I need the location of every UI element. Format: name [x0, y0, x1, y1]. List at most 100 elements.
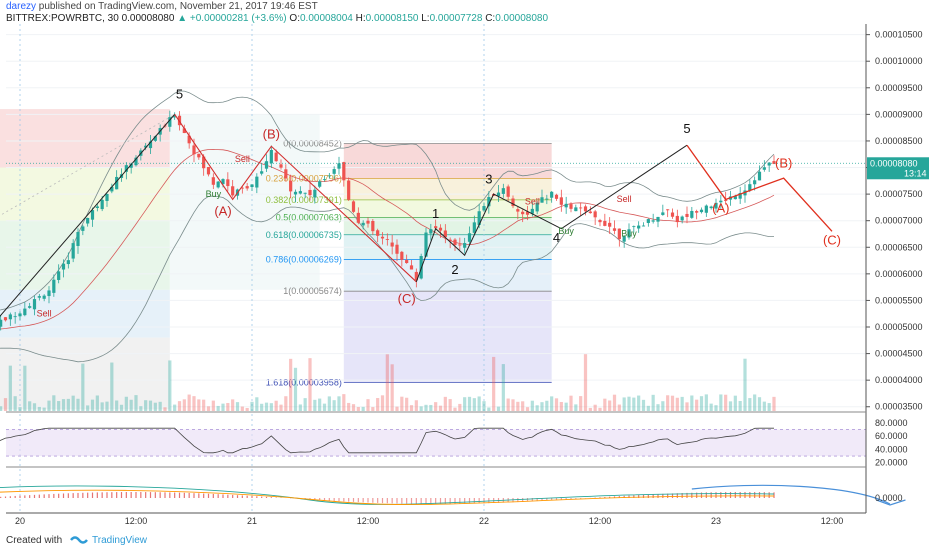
volume-bar — [617, 404, 621, 411]
volume-bar — [743, 358, 747, 411]
volume-bar — [129, 399, 133, 411]
macd-histogram-bar — [705, 492, 707, 498]
price-tick-label: 0.00006000 — [875, 269, 923, 279]
volume-bar — [13, 396, 17, 411]
volume-bar — [255, 397, 259, 411]
candle-body — [221, 179, 225, 185]
fib-label: 0.5(0.00007063) — [276, 212, 342, 222]
tradingview-brand[interactable]: TradingView — [92, 535, 148, 546]
macd-histogram-bar — [415, 498, 417, 504]
candle-body — [516, 209, 520, 212]
macd-histogram-bar — [609, 496, 611, 498]
volume-bar — [274, 400, 278, 411]
volume-bar — [583, 354, 588, 411]
macd-histogram-bar — [357, 498, 359, 503]
macd-histogram-bar — [410, 498, 413, 504]
time-tick-label: 12:00 — [589, 516, 612, 526]
macd-histogram-bar — [140, 492, 142, 498]
fib-band — [343, 291, 552, 383]
last-price-label: 0.00008080 — [870, 158, 918, 168]
macd-histogram-bar — [38, 494, 40, 498]
candle-body — [675, 215, 679, 223]
macd-histogram-bar — [647, 494, 649, 498]
candle-body — [129, 163, 133, 168]
macd-histogram-bar — [227, 494, 229, 498]
rsi-tick-label: 60.0000 — [875, 431, 908, 441]
volume-bar — [197, 399, 201, 411]
volume-bar — [637, 395, 641, 411]
volume-bar — [37, 406, 41, 411]
price-tick-label: 0.00004000 — [875, 375, 923, 385]
macd-histogram-bar — [319, 498, 321, 501]
volume-bar — [748, 398, 752, 411]
volume-bar — [361, 406, 365, 411]
price-tick-label: 0.00010500 — [875, 30, 923, 40]
candle-body — [656, 216, 660, 222]
candle-body — [52, 279, 56, 293]
volume-bar — [168, 360, 172, 411]
signal-label: Sell — [37, 308, 52, 318]
candle-body — [76, 232, 80, 246]
candle-body — [177, 115, 182, 126]
volume-bar — [119, 404, 124, 411]
candle-body — [535, 202, 539, 212]
candle-body — [564, 203, 568, 208]
macd-histogram-bar — [149, 492, 152, 498]
candle-body — [110, 186, 114, 192]
candle-body — [57, 271, 61, 280]
candle-body — [767, 162, 771, 166]
macd-histogram-bar — [198, 493, 200, 498]
candle-body — [593, 211, 597, 218]
macd-histogram-bar — [749, 492, 751, 498]
macd-histogram-bar — [488, 498, 490, 504]
macd-histogram-bar — [546, 498, 548, 501]
macd-histogram-bar — [91, 492, 94, 498]
volume-bar — [385, 354, 389, 411]
volume-bar — [477, 396, 481, 411]
macd-histogram-bar — [4, 496, 7, 498]
candle-body — [651, 220, 655, 222]
candle-body — [32, 299, 37, 310]
macd-histogram-bar — [246, 495, 248, 498]
candle-body — [361, 222, 365, 226]
macd-histogram-bar — [686, 492, 688, 498]
volume-bar — [414, 400, 418, 411]
volume-bar — [564, 402, 568, 411]
fib-band — [343, 259, 552, 292]
price-tick-label: 0.00005000 — [875, 322, 923, 332]
macd-histogram-bar — [314, 498, 316, 500]
candle-body — [477, 211, 481, 225]
macd-histogram-bar — [130, 492, 132, 498]
macd-histogram-bar — [700, 492, 703, 498]
candle-body — [429, 229, 433, 234]
volume-bar — [409, 405, 414, 411]
macd-histogram-bar — [116, 492, 118, 498]
candle-body — [303, 192, 307, 194]
candle-body — [772, 161, 776, 164]
macd-histogram-bar — [377, 498, 379, 503]
candle-body — [632, 226, 636, 228]
volume-bar — [66, 398, 70, 411]
wave-label: 3 — [485, 171, 492, 186]
candle-body — [289, 180, 293, 192]
candle-body — [144, 145, 148, 148]
author-name[interactable]: darezy — [6, 1, 37, 12]
price-tick-label: 0.00003500 — [875, 402, 923, 412]
candle-body — [738, 193, 742, 199]
volume-bar — [733, 395, 737, 411]
volume-bar — [61, 399, 66, 411]
bar-countdown-label: 13:14 — [904, 168, 927, 178]
chart-area[interactable]: 0(0.00008452) 0.236(0.00007796) 0.382(0.00… — [0, 0, 932, 531]
forecast-arrow — [691, 484, 891, 505]
candle-body — [637, 225, 641, 229]
volume-bar — [206, 406, 211, 411]
candle-body — [3, 317, 8, 321]
candle-body — [472, 222, 476, 233]
candle-body — [579, 207, 583, 209]
macd-histogram-bar — [464, 498, 466, 504]
macd-histogram-bar — [348, 498, 350, 502]
macd-histogram-bar — [62, 493, 65, 498]
candle-body — [748, 184, 752, 191]
macd-histogram-bar — [536, 498, 538, 502]
macd-histogram-bar — [526, 498, 529, 502]
